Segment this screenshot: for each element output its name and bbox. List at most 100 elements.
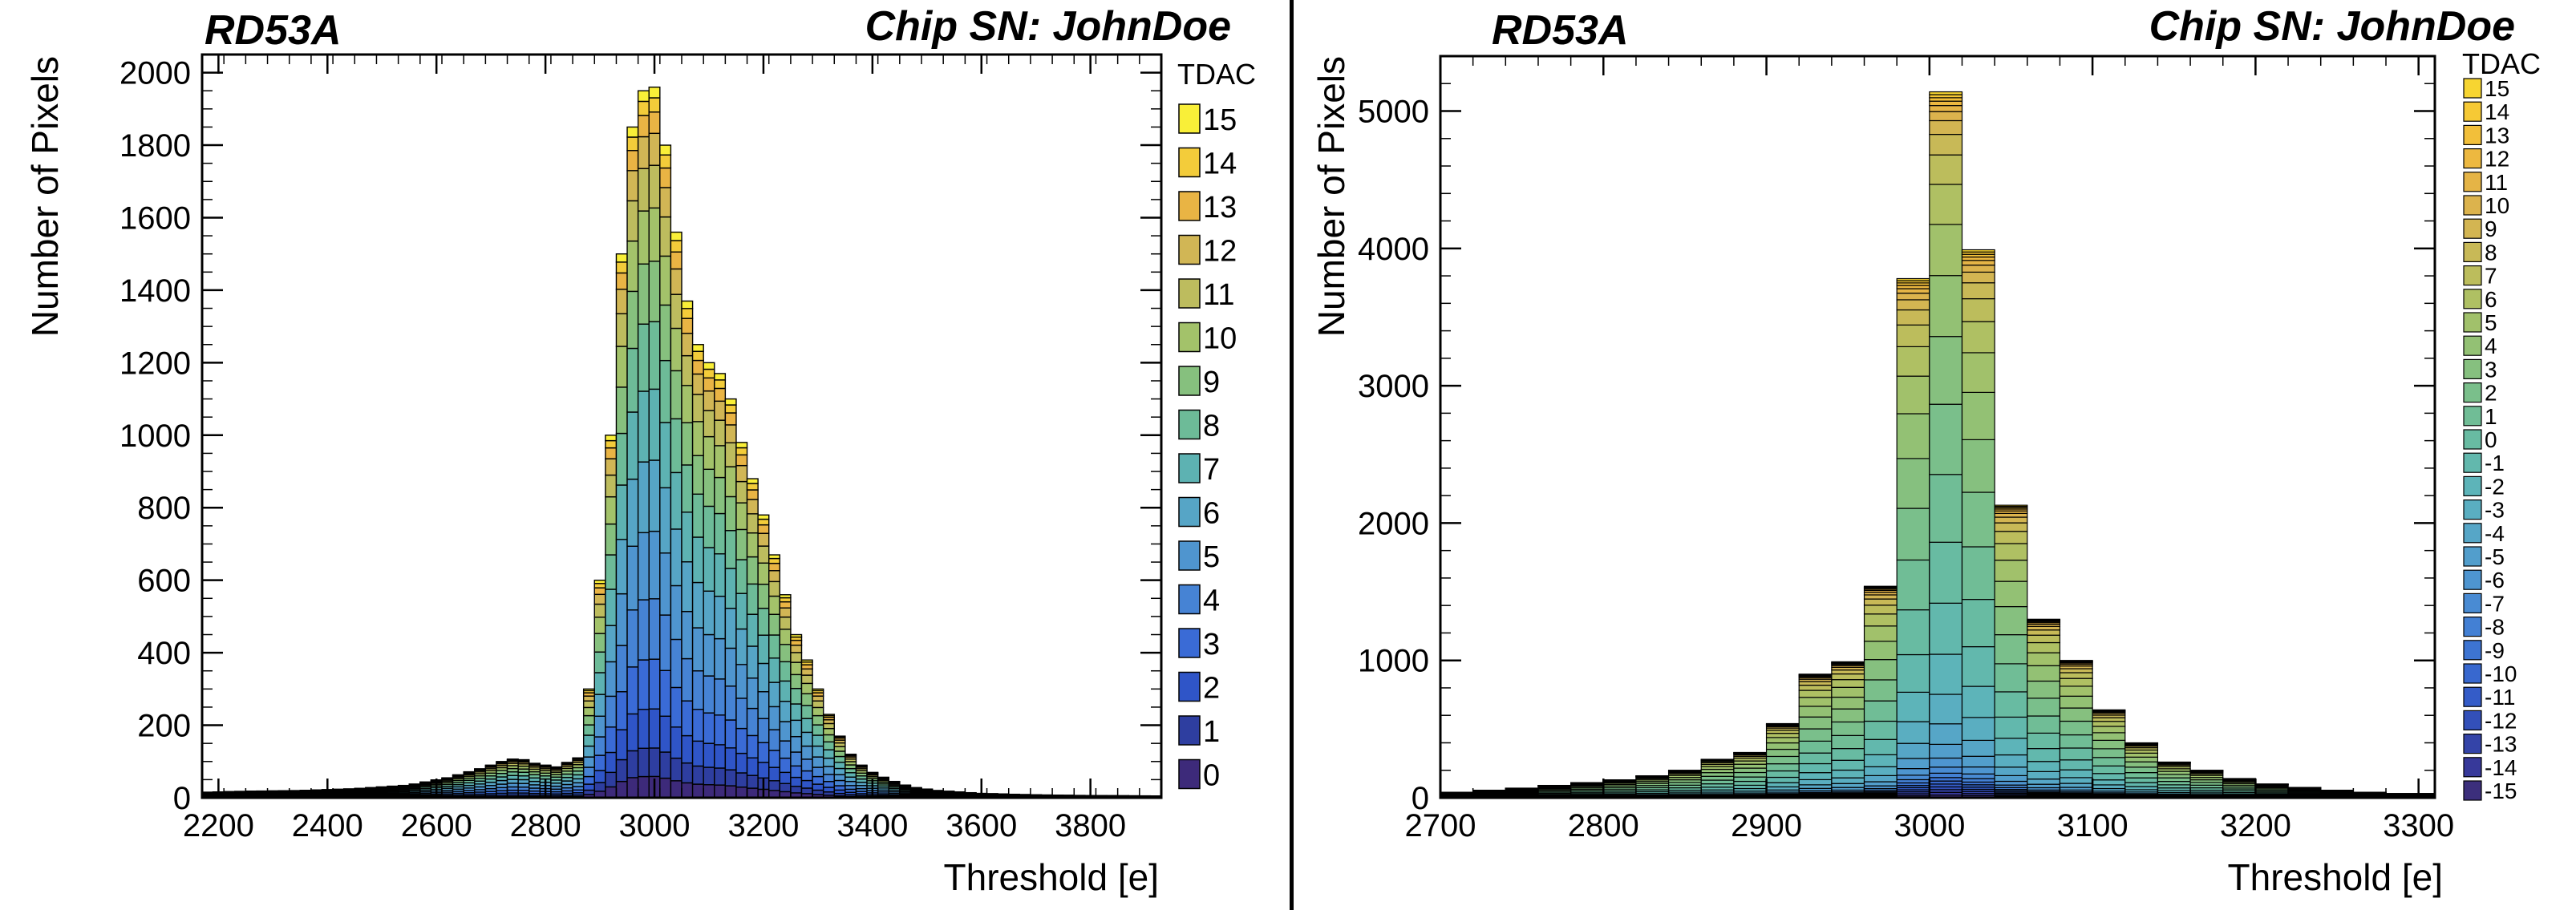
bar-segment-tdac-0 [615, 780, 628, 799]
bar-segment-tdac-4 [833, 779, 846, 787]
bar-segment-tdac-8 [1896, 309, 1930, 326]
bar-segment-tdac-4 [1831, 696, 1865, 710]
bar-segment-tdac-6 [593, 694, 606, 717]
bar-segment-tdac-15 [779, 594, 792, 599]
bar-segment-tdac-1 [1896, 559, 1930, 611]
bar-segment-tdac-15 [626, 126, 639, 138]
bar-segment-tdac-9 [593, 633, 606, 653]
y-tick-label: 1800 [119, 128, 191, 164]
bar-segment-tdac-11 [659, 216, 672, 257]
bar-segment-tdac-9 [1863, 594, 1898, 600]
bar-segment-tdac-2 [735, 752, 748, 774]
legend-swatch-tdac--2 [2463, 475, 2482, 497]
bar-segment-tdac-14 [615, 261, 628, 274]
bar-segment-tdac-3 [2059, 707, 2093, 722]
chip-label: RD53A [205, 7, 342, 54]
bar-segment-tdac-6 [637, 461, 650, 534]
bar-segment-tdac-6 [714, 595, 727, 640]
bar-segment-tdac-8 [1831, 669, 1865, 675]
bar-segment-tdac-1 [615, 758, 628, 783]
bar-segment-tdac-8 [714, 512, 727, 555]
bar-segment-tdac-15 [615, 253, 628, 263]
bar-segment-tdac-2 [626, 713, 639, 752]
bar-segment-tdac-5 [1798, 697, 1833, 707]
bar-segment-tdac-12 [626, 170, 639, 202]
bar-segment-tdac-1 [670, 757, 682, 782]
bar-segment-tdac-15 [517, 758, 530, 761]
bar-segment-tdac-9 [681, 422, 694, 466]
bar-segment-tdac-5 [779, 721, 792, 742]
axis-ticks: 2200 2400 2600 2800 3000 3200 3400 3600 3800 0 200… [119, 54, 1162, 843]
bar-segment-tdac-5 [724, 647, 737, 687]
bar-segment-tdac-3 [615, 691, 628, 730]
bar-segment-tdac-12 [637, 135, 650, 169]
bar-segment-tdac-8 [800, 705, 813, 719]
bar-segment-tdac-15 [1798, 673, 1833, 676]
legend-label-tdac-0: 0 [2485, 427, 2497, 452]
bar-segment-tdac-3 [637, 659, 650, 710]
bar-segment-tdac-7 [790, 703, 803, 722]
bar-segment-tdac-2 [790, 776, 803, 787]
legend-title: TDAC [1177, 58, 1256, 91]
bar-segment-tdac-3 [746, 734, 759, 758]
bar-segment-tdac-7 [833, 762, 846, 770]
legend-swatch-tdac--13 [2463, 733, 2482, 754]
x-tick-label: 3000 [619, 808, 691, 843]
bar-segment-tdac-8 [681, 464, 694, 513]
bar-segment-tdac-2 [1700, 775, 1735, 781]
bar-segment-tdac-6 [681, 561, 694, 613]
bar-segment-tdac-13 [779, 601, 792, 609]
legend-swatch-tdac-12 [1178, 234, 1201, 265]
bar-segment-tdac--1 [1929, 602, 1963, 655]
bar-segment-tdac-9 [1961, 271, 1995, 284]
bar-segment-tdac-15 [474, 768, 487, 770]
legend-swatch-tdac-7 [2463, 265, 2482, 286]
bar-segment-tdac--2 [1831, 769, 1865, 779]
bar-segment-tdac-13 [626, 150, 639, 172]
bar-segment-tdac-7 [1994, 531, 2028, 544]
bar-segment-tdac-15 [812, 688, 824, 692]
bar-segment-tdac-3 [800, 770, 813, 782]
bar-segment-tdac-12 [714, 400, 727, 421]
bar-segment-tdac-14 [746, 483, 759, 491]
bar-segment-tdac-4 [714, 678, 727, 716]
bar-segment-tdac-5 [757, 691, 770, 719]
left-histogram-plot: RD53A Chip SN: JohnDoe Threshold [e] Num… [24, 3, 1256, 898]
bar-segment-tdac-7 [724, 568, 737, 609]
bar-segment-tdac-7 [572, 774, 585, 780]
y-tick-label: 800 [137, 491, 191, 526]
bar-segment-tdac-7 [691, 536, 704, 584]
bar-segment-tdac-2 [605, 751, 618, 774]
legend-swatch-tdac--10 [2463, 663, 2482, 684]
bar-segment-tdac-2 [1831, 721, 1865, 736]
bar-segment-tdac-2 [757, 762, 770, 779]
bar-segment-tdac-10 [703, 435, 715, 471]
bar-segment-tdac-2 [670, 726, 682, 759]
bar-segment-tdac--7 [1896, 775, 1930, 781]
bar-segment-tdac-7 [768, 657, 781, 683]
bar-segment-tdac-2 [703, 742, 715, 768]
y-tick-label: 3000 [1358, 369, 1429, 404]
legend-swatch-tdac--14 [2463, 757, 2482, 778]
bar-segment-tdac-1 [703, 766, 715, 786]
bar-segment-tdac-7 [582, 734, 595, 747]
bar-segment-tdac-13 [605, 447, 618, 459]
bar-segment-tdac-6 [615, 539, 628, 595]
legend-label-tdac--7: -7 [2485, 591, 2505, 616]
bar-segment-tdac-6 [582, 745, 595, 758]
bar-segment-tdac-1 [1733, 776, 1768, 783]
bar-segment-tdac-8 [605, 554, 618, 590]
bar-segment-tdac-9 [800, 693, 813, 706]
bar-segment-tdac-11 [593, 603, 606, 618]
bar-segment-tdac-1 [768, 780, 781, 791]
bar-segment-tdac--5 [1896, 758, 1930, 770]
bar-segment-tdac-0 [1831, 748, 1865, 761]
bar-segment-tdac-4 [779, 740, 792, 759]
legend-swatch-tdac-2 [2463, 382, 2482, 403]
bar-segment-tdac-11 [670, 293, 682, 330]
bar-segment-tdac-9 [779, 644, 792, 663]
bar-segment-tdac-4 [2124, 756, 2159, 762]
legend-label-tdac-15: 15 [2485, 76, 2509, 101]
bar-segment-tdac-10 [626, 240, 639, 293]
bar-segment-tdac-1 [648, 747, 661, 778]
